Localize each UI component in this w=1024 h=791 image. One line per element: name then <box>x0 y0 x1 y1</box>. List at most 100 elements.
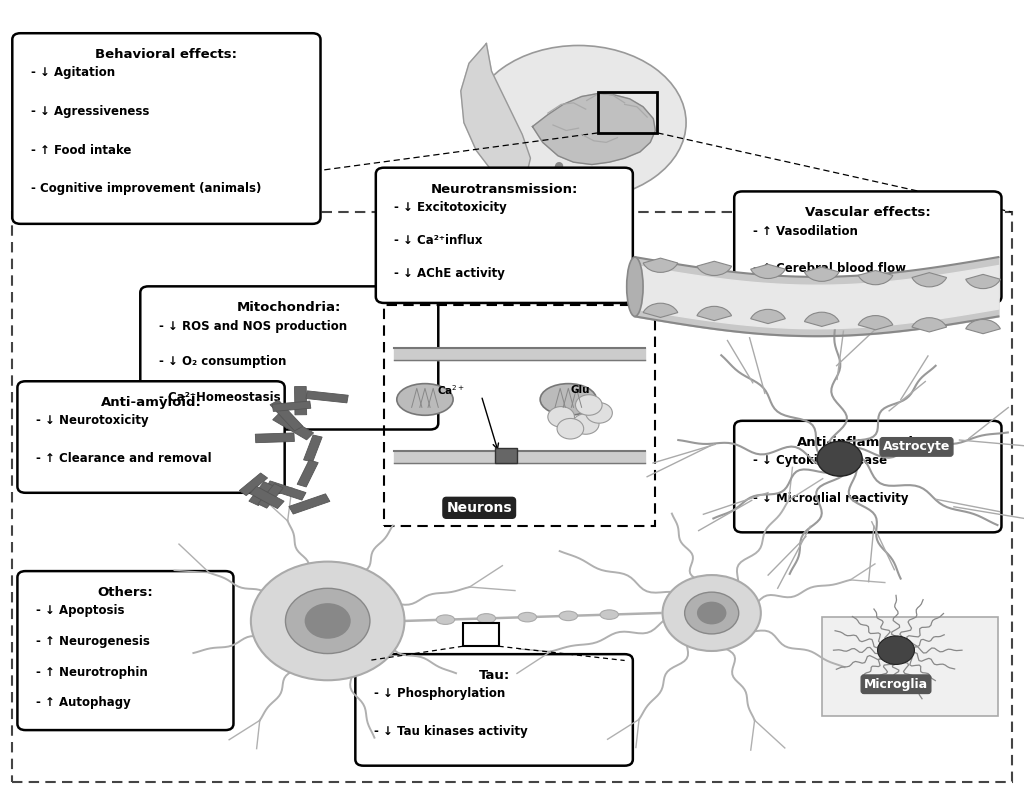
Text: Mitochondria:: Mitochondria: <box>238 301 341 314</box>
Text: Anti-amyloid:: Anti-amyloid: <box>100 396 202 409</box>
FancyBboxPatch shape <box>463 623 499 646</box>
Circle shape <box>663 575 761 651</box>
Text: Ca$^{2+}$: Ca$^{2+}$ <box>437 383 465 397</box>
Text: - ↓ Tau kinases activity: - ↓ Tau kinases activity <box>374 725 527 738</box>
Text: - ↓ Agressiveness: - ↓ Agressiveness <box>31 105 150 118</box>
FancyBboxPatch shape <box>295 387 306 414</box>
FancyBboxPatch shape <box>249 482 273 505</box>
Text: - Ca²⁺Homeostasis: - Ca²⁺Homeostasis <box>159 391 281 403</box>
Circle shape <box>685 592 738 634</box>
Ellipse shape <box>396 384 453 415</box>
Text: - ↓ AChE activity: - ↓ AChE activity <box>394 267 505 280</box>
FancyBboxPatch shape <box>255 433 294 443</box>
Text: - ↓ Neurotoxicity: - ↓ Neurotoxicity <box>36 414 148 427</box>
Text: Behavioral effects:: Behavioral effects: <box>95 48 238 61</box>
FancyBboxPatch shape <box>272 413 313 440</box>
Text: - ↓ Ca²⁺influx: - ↓ Ca²⁺influx <box>394 234 482 247</box>
Wedge shape <box>805 312 839 327</box>
Polygon shape <box>394 451 645 463</box>
Circle shape <box>305 603 350 639</box>
Text: Vascular effects:: Vascular effects: <box>805 206 931 219</box>
Circle shape <box>572 414 599 434</box>
Text: Tau:: Tau: <box>478 669 510 682</box>
Wedge shape <box>966 320 1000 334</box>
Polygon shape <box>532 93 655 165</box>
Ellipse shape <box>541 384 596 415</box>
FancyBboxPatch shape <box>355 654 633 766</box>
FancyBboxPatch shape <box>258 483 284 508</box>
Text: - Cognitive improvement (animals): - Cognitive improvement (animals) <box>31 182 261 195</box>
FancyBboxPatch shape <box>12 33 321 224</box>
Ellipse shape <box>627 257 643 316</box>
Polygon shape <box>461 44 530 184</box>
FancyBboxPatch shape <box>17 381 285 493</box>
FancyBboxPatch shape <box>303 435 323 462</box>
Text: - ↓ Apoptosis: - ↓ Apoptosis <box>36 604 124 617</box>
FancyBboxPatch shape <box>734 421 1001 532</box>
Text: Anti-inflammation:: Anti-inflammation: <box>798 436 938 448</box>
Polygon shape <box>394 348 645 360</box>
Text: - ↑ Clearance and removal: - ↑ Clearance and removal <box>36 452 212 465</box>
Wedge shape <box>751 309 785 324</box>
FancyBboxPatch shape <box>140 286 438 430</box>
Text: - ↑ Neurotrophin: - ↑ Neurotrophin <box>36 665 147 679</box>
Text: - ↑ Autophagy: - ↑ Autophagy <box>36 696 131 710</box>
Text: - ↓ O₂ consumption: - ↓ O₂ consumption <box>159 355 286 368</box>
FancyBboxPatch shape <box>822 617 998 716</box>
FancyBboxPatch shape <box>270 400 303 431</box>
FancyBboxPatch shape <box>240 473 267 496</box>
Text: - ↓ Phosphorylation: - ↓ Phosphorylation <box>374 687 505 700</box>
Wedge shape <box>912 273 946 287</box>
Text: Microglia: Microglia <box>864 678 928 691</box>
Wedge shape <box>751 264 785 278</box>
Wedge shape <box>966 274 1000 289</box>
Circle shape <box>697 602 726 624</box>
Ellipse shape <box>471 45 686 199</box>
FancyBboxPatch shape <box>734 191 1001 303</box>
FancyBboxPatch shape <box>289 494 330 514</box>
Circle shape <box>586 403 612 423</box>
Wedge shape <box>697 306 731 320</box>
Text: - ↑ Food intake: - ↑ Food intake <box>31 144 131 157</box>
FancyBboxPatch shape <box>266 481 306 500</box>
Circle shape <box>878 636 914 664</box>
Ellipse shape <box>518 612 537 622</box>
Wedge shape <box>643 258 678 272</box>
FancyBboxPatch shape <box>495 448 517 463</box>
Ellipse shape <box>559 611 578 621</box>
Text: - ↓ Cytokine release: - ↓ Cytokine release <box>753 454 887 467</box>
Text: Glu: Glu <box>570 385 591 395</box>
Circle shape <box>557 418 584 439</box>
Wedge shape <box>805 267 839 282</box>
Wedge shape <box>697 261 731 275</box>
Text: Neurons: Neurons <box>446 501 512 515</box>
FancyBboxPatch shape <box>306 391 348 403</box>
Circle shape <box>251 562 404 680</box>
Circle shape <box>817 441 862 476</box>
Text: - ↓ Excitotoxicity: - ↓ Excitotoxicity <box>394 201 507 214</box>
Text: - ↓ ROS and NOS production: - ↓ ROS and NOS production <box>159 320 347 332</box>
Wedge shape <box>912 318 946 332</box>
FancyBboxPatch shape <box>17 571 233 730</box>
Text: Neurotransmission:: Neurotransmission: <box>431 183 578 195</box>
FancyBboxPatch shape <box>250 486 284 509</box>
Circle shape <box>575 395 602 415</box>
Wedge shape <box>858 316 893 330</box>
Text: - ↑ Vasodilation: - ↑ Vasodilation <box>753 225 857 237</box>
FancyBboxPatch shape <box>376 168 633 303</box>
Wedge shape <box>858 271 893 285</box>
Text: Others:: Others: <box>97 586 154 599</box>
Text: - ↑ Neurogenesis: - ↑ Neurogenesis <box>36 635 150 648</box>
FancyBboxPatch shape <box>297 460 318 487</box>
Text: - ↓ Microglial reactivity: - ↓ Microglial reactivity <box>753 491 908 505</box>
FancyBboxPatch shape <box>272 401 311 411</box>
Text: - ↑ Cerebral blood flow: - ↑ Cerebral blood flow <box>753 262 905 275</box>
Ellipse shape <box>600 610 618 619</box>
Circle shape <box>548 407 574 427</box>
Circle shape <box>286 589 370 653</box>
Ellipse shape <box>477 614 496 623</box>
Text: - ↓ Agitation: - ↓ Agitation <box>31 66 115 79</box>
Wedge shape <box>643 303 678 317</box>
Ellipse shape <box>436 615 455 624</box>
Text: Astrocyte: Astrocyte <box>883 441 950 453</box>
